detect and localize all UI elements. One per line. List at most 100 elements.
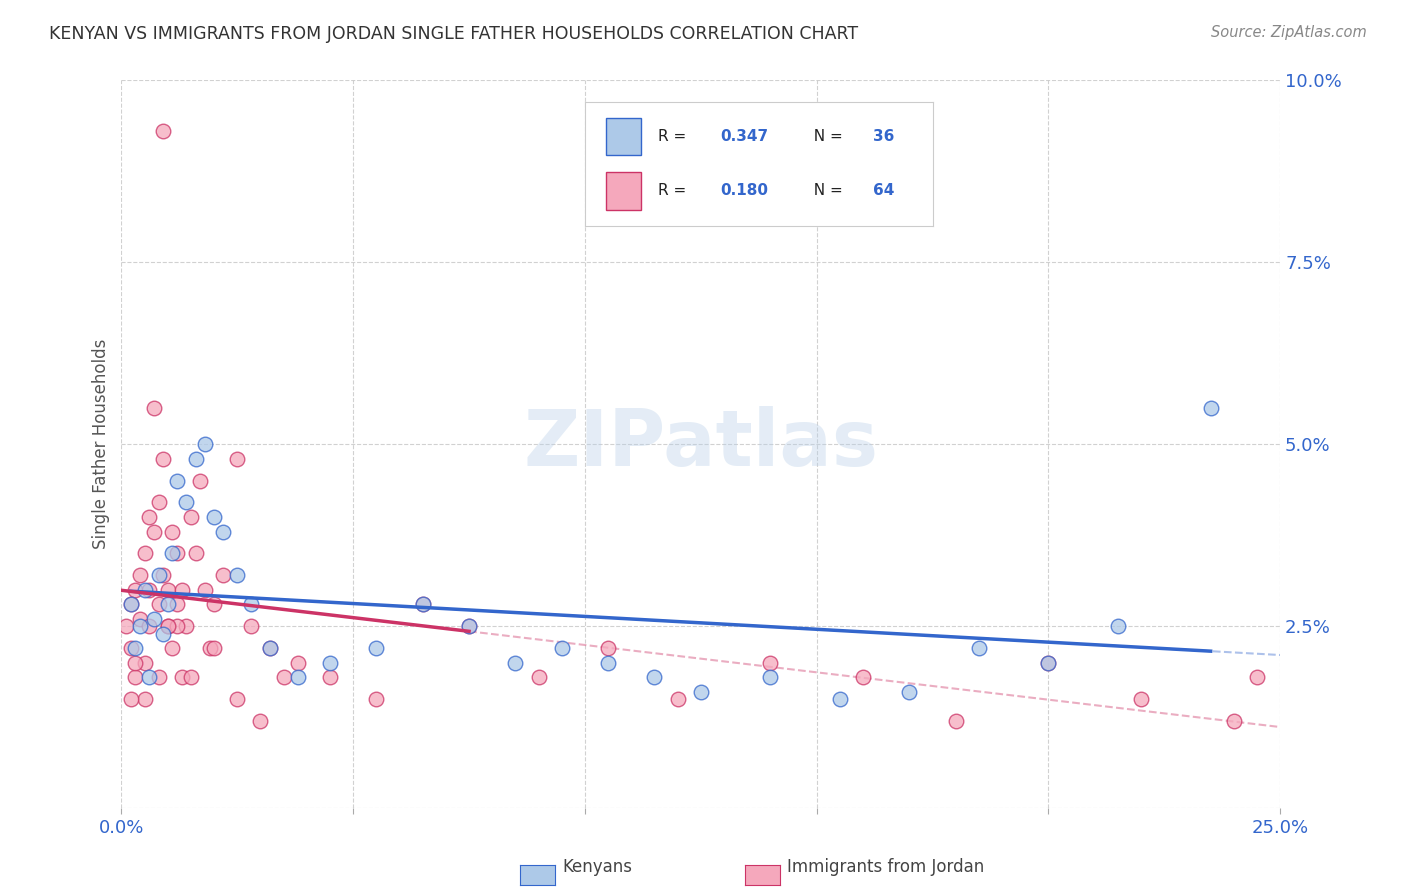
Text: ZIPatlas: ZIPatlas [523, 406, 879, 483]
Point [1199, 401, 1222, 415]
Point [240, 619, 263, 633]
Point [366, 692, 388, 706]
Point [898, 685, 921, 699]
Point [287, 656, 309, 670]
Point [134, 546, 156, 560]
Point [1246, 670, 1268, 684]
Point [142, 524, 165, 539]
Point [287, 670, 309, 684]
Point [180, 510, 202, 524]
Point [759, 656, 782, 670]
Point [412, 598, 434, 612]
Point [152, 568, 174, 582]
Point [142, 401, 165, 415]
Point [180, 670, 202, 684]
Point [115, 619, 138, 633]
Point [212, 524, 235, 539]
Point [134, 582, 156, 597]
Point [166, 474, 188, 488]
Point [505, 656, 527, 670]
Text: Source: ZipAtlas.com: Source: ZipAtlas.com [1211, 25, 1367, 40]
Text: Immigrants from Jordan: Immigrants from Jordan [787, 858, 984, 876]
Y-axis label: Single Father Households: Single Father Households [93, 339, 110, 549]
Point [273, 670, 295, 684]
Point [598, 641, 620, 656]
Point [176, 495, 198, 509]
Point [828, 692, 851, 706]
Point [120, 598, 142, 612]
Point [226, 451, 249, 466]
Point [138, 510, 160, 524]
Point [129, 568, 152, 582]
Point [152, 124, 174, 138]
Point [458, 619, 481, 633]
Point [1038, 656, 1060, 670]
Point [458, 619, 481, 633]
Point [142, 612, 165, 626]
Point [1130, 692, 1153, 706]
Point [259, 641, 281, 656]
Point [156, 619, 179, 633]
Point [156, 619, 179, 633]
Point [226, 692, 249, 706]
Point [194, 582, 217, 597]
Point [152, 626, 174, 640]
Point [166, 619, 188, 633]
Point [162, 546, 184, 560]
Point [162, 524, 184, 539]
Point [852, 670, 875, 684]
Point [148, 568, 170, 582]
Point [1038, 656, 1060, 670]
Point [120, 641, 142, 656]
Point [148, 495, 170, 509]
Point [226, 568, 249, 582]
Point [945, 714, 967, 728]
Point [129, 612, 152, 626]
Point [319, 670, 342, 684]
Point [166, 598, 188, 612]
Point [156, 598, 179, 612]
Point [124, 670, 146, 684]
Point [129, 619, 152, 633]
Point [598, 656, 620, 670]
Point [170, 582, 193, 597]
Point [412, 598, 434, 612]
Point [666, 692, 689, 706]
Text: KENYAN VS IMMIGRANTS FROM JORDAN SINGLE FATHER HOUSEHOLDS CORRELATION CHART: KENYAN VS IMMIGRANTS FROM JORDAN SINGLE … [49, 25, 858, 43]
Point [184, 451, 207, 466]
Point [166, 546, 188, 560]
Point [156, 582, 179, 597]
Point [194, 437, 217, 451]
Point [202, 641, 225, 656]
Point [198, 641, 221, 656]
Point [259, 641, 281, 656]
Point [134, 692, 156, 706]
Point [551, 641, 574, 656]
Point [202, 510, 225, 524]
Point [148, 598, 170, 612]
Point [120, 692, 142, 706]
Point [124, 656, 146, 670]
Point [138, 619, 160, 633]
Point [689, 685, 711, 699]
Point [162, 641, 184, 656]
Point [1107, 619, 1129, 633]
Point [138, 670, 160, 684]
Point [176, 619, 198, 633]
Point [138, 582, 160, 597]
Point [134, 656, 156, 670]
Text: Kenyans: Kenyans [562, 858, 633, 876]
Point [1223, 714, 1246, 728]
Point [184, 546, 207, 560]
Point [152, 451, 174, 466]
Point [124, 641, 146, 656]
Point [249, 714, 271, 728]
Point [188, 474, 211, 488]
Point [202, 598, 225, 612]
Point [124, 582, 146, 597]
Point [170, 670, 193, 684]
Point [527, 670, 550, 684]
Point [759, 670, 782, 684]
Point [212, 568, 235, 582]
Point [366, 641, 388, 656]
